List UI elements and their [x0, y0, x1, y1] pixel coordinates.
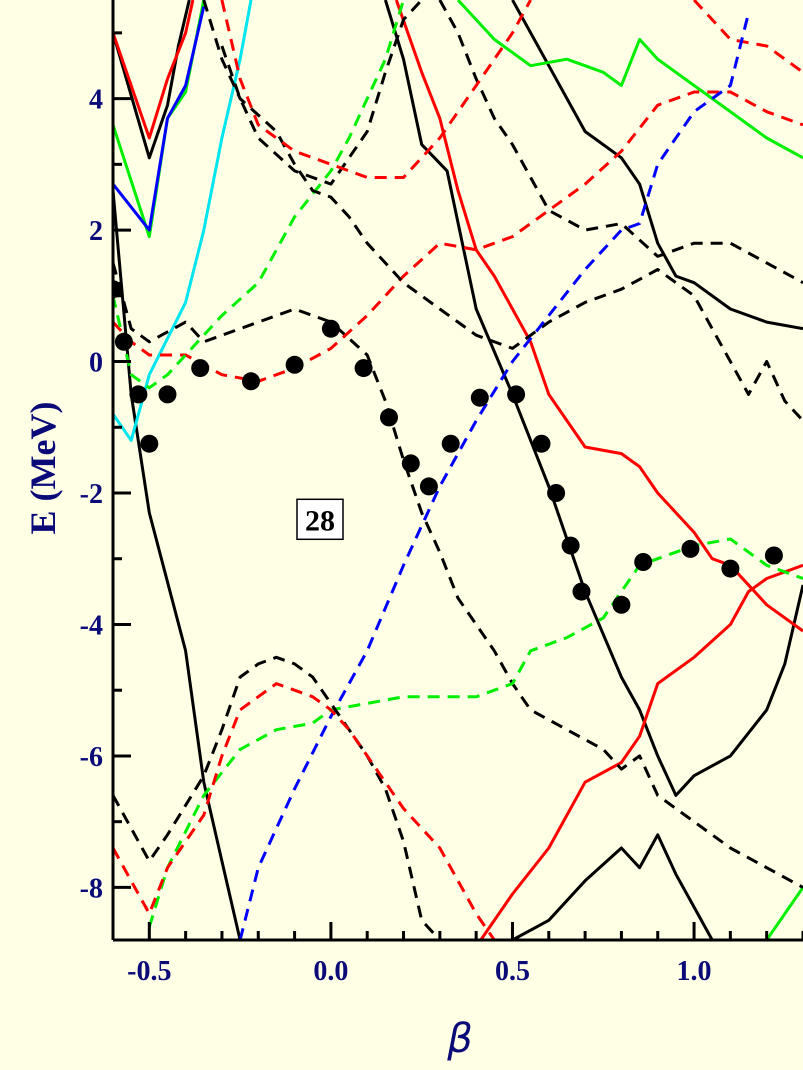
series-line-6	[383, 0, 803, 797]
axes-frame	[111, 0, 803, 942]
x-tick-label: -0.5	[127, 956, 171, 987]
series-line-4	[113, 6, 206, 232]
data-point-17	[547, 484, 566, 502]
series-line-23	[113, 655, 441, 940]
data-point-1	[114, 332, 133, 351]
ticks	[111, 31, 803, 940]
series-line-17	[220, 0, 423, 186]
data-point-18	[561, 536, 580, 555]
data-point-12	[419, 477, 438, 496]
y-tick-label: -2	[80, 479, 103, 510]
y-tick-label: -6	[80, 742, 103, 773]
data-point-3	[140, 434, 159, 453]
data-point-16	[532, 434, 551, 453]
series-line-22	[147, 537, 803, 928]
series-line-11	[511, 833, 714, 940]
series-line-15	[113, 0, 405, 390]
data-point-13	[441, 434, 460, 453]
y-axis-label: E (MeV)	[23, 402, 63, 535]
data-point-10	[380, 408, 398, 427]
series-line-7	[394, 0, 803, 633]
data-point-6	[242, 372, 260, 391]
series-line-13	[113, 262, 803, 889]
series-line-21	[238, 12, 750, 940]
data-point-0	[113, 280, 122, 299]
series-line-20	[692, 0, 803, 74]
data-point-20	[612, 595, 631, 614]
data-point-23	[721, 559, 740, 578]
series-line-1	[113, 0, 191, 160]
x-tick-label: 1.0	[677, 956, 712, 987]
y-tick-label: -8	[80, 873, 103, 904]
data-point-21	[634, 553, 653, 571]
data-point-11	[401, 454, 420, 473]
series-line-19	[220, 0, 532, 179]
y-tick-label: -4	[80, 610, 103, 641]
data-point-7	[285, 355, 304, 374]
series-line-9	[456, 0, 803, 160]
x-axis-label: β	[446, 1016, 473, 1062]
tick-labels: 4 2 0 -2 -4 -6 -8 -0.5 0.0 0.5 1.0	[80, 85, 712, 987]
data-point-14	[470, 388, 489, 407]
data-point-22	[681, 539, 700, 558]
series-line-8	[511, 0, 803, 331]
y-tick-label: 4	[89, 85, 103, 116]
series-line-2	[113, 0, 195, 140]
series-line-10	[478, 563, 803, 940]
data-point-19	[572, 582, 591, 601]
data-point-2	[129, 385, 148, 404]
annotation-label: 28	[305, 504, 335, 537]
data-point-9	[354, 359, 373, 378]
annotation-box: 28	[296, 498, 344, 541]
marker-layer	[113, 280, 783, 614]
series-line-14	[113, 90, 803, 383]
series-line-12	[765, 886, 803, 940]
series-layer	[113, 0, 803, 940]
series-line-5	[113, 0, 253, 442]
y-tick-label: 2	[89, 216, 103, 247]
x-tick-label: 0.5	[495, 956, 530, 987]
y-tick-label: 0	[89, 348, 103, 379]
data-point-15	[507, 385, 526, 404]
x-tick-label: 0.0	[313, 956, 348, 987]
data-point-4	[158, 385, 177, 404]
series-line-24	[113, 682, 496, 940]
series-line-16	[202, 0, 803, 422]
data-point-24	[764, 546, 783, 565]
data-point-8	[321, 319, 340, 338]
data-point-5	[191, 359, 210, 378]
